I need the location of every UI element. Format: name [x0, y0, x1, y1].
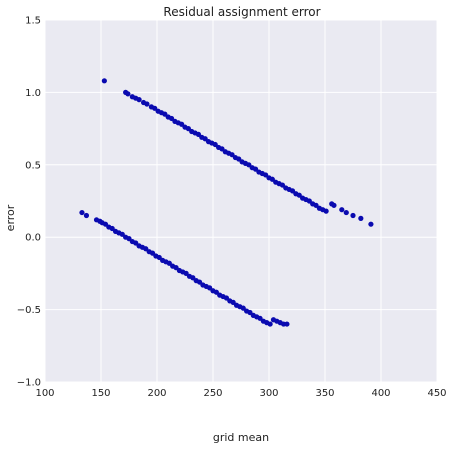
- plot-area: [45, 20, 437, 382]
- data-point: [263, 172, 269, 178]
- x-tick-label: 400: [371, 388, 390, 399]
- data-point: [126, 236, 132, 242]
- data-point: [257, 315, 263, 321]
- y-tick-label: −0.5: [17, 305, 41, 316]
- data-point: [183, 270, 189, 276]
- data-point: [229, 152, 235, 158]
- data-point: [109, 225, 115, 232]
- y-tick-labels: −1.0 −0.5 0.0 0.5 1.0 1.5: [17, 16, 41, 389]
- data-point: [306, 198, 312, 204]
- data-point: [358, 215, 364, 221]
- data-point: [144, 101, 150, 107]
- data-point: [313, 202, 319, 208]
- data-point: [252, 166, 259, 172]
- data-point: [323, 208, 329, 214]
- data-point: [236, 156, 242, 162]
- data-point: [368, 221, 374, 227]
- data-point: [133, 240, 139, 246]
- data-point: [136, 97, 142, 103]
- y-axis-label: error: [4, 204, 17, 231]
- data-point: [247, 309, 253, 316]
- data-point: [350, 212, 356, 219]
- data-point: [339, 207, 345, 213]
- x-axis-label: grid mean: [213, 431, 269, 444]
- data-point: [125, 91, 131, 97]
- data-point: [223, 295, 230, 301]
- data-point: [202, 136, 208, 142]
- x-tick-label: 200: [147, 388, 166, 399]
- data-point: [83, 212, 90, 219]
- data-point: [102, 221, 109, 227]
- x-tick-label: 450: [427, 388, 446, 399]
- data-point: [185, 126, 191, 132]
- data-point: [79, 209, 85, 216]
- y-tick-label: 0.0: [25, 233, 41, 244]
- data-point: [267, 321, 273, 327]
- data-point: [179, 121, 185, 127]
- data-point: [230, 299, 236, 305]
- data-point: [101, 78, 107, 84]
- x-tick-label: 300: [259, 388, 278, 399]
- x-tick-label: 250: [203, 388, 222, 399]
- data-point: [119, 231, 125, 237]
- y-tick-label: 1.5: [25, 16, 41, 27]
- data-point: [173, 265, 179, 271]
- data-point: [207, 285, 213, 291]
- data-point: [284, 321, 290, 327]
- data-point: [152, 105, 158, 111]
- data-point: [196, 279, 203, 285]
- data-point: [240, 305, 246, 311]
- data-point: [190, 275, 196, 281]
- y-tick-label: −1.0: [17, 378, 41, 389]
- data-point: [149, 250, 156, 256]
- data-point: [162, 111, 168, 117]
- data-point: [143, 246, 149, 252]
- data-point: [195, 131, 202, 137]
- y-tick-label: 1.0: [25, 88, 41, 99]
- data-point: [296, 192, 302, 198]
- x-tick-labels: 100 150 200 250 300 350 400 450: [35, 388, 446, 399]
- data-point: [212, 141, 218, 148]
- data-point: [219, 146, 225, 152]
- x-tick-label: 350: [315, 388, 334, 399]
- data-point: [279, 182, 286, 188]
- data-point: [343, 209, 349, 216]
- data-point: [168, 115, 175, 122]
- grid-lines: [44, 19, 438, 383]
- x-tick-label: 150: [91, 388, 110, 399]
- y-tick-label: 0.5: [25, 160, 41, 171]
- chart-title: Residual assignment error: [163, 5, 320, 19]
- data-point: [156, 254, 162, 261]
- data-point: [246, 162, 252, 168]
- data-point: [166, 260, 172, 266]
- data-point: [289, 188, 296, 194]
- x-tick-label: 100: [35, 388, 54, 399]
- data-points: [79, 78, 374, 327]
- data-point: [331, 202, 337, 208]
- data-point: [269, 176, 275, 182]
- data-point: [213, 289, 219, 295]
